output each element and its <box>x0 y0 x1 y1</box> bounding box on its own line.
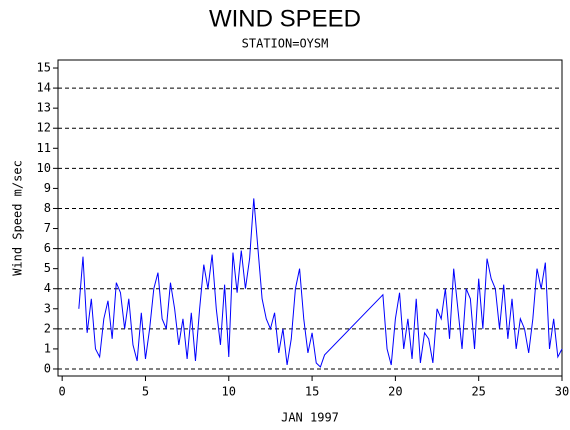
x-tick-label: 25 <box>471 385 485 399</box>
y-tick-label: 14 <box>37 81 51 95</box>
y-tick-label: 6 <box>44 241 51 255</box>
y-axis-label: Wind Speed m/sec <box>11 160 25 276</box>
y-tick-label: 8 <box>44 201 51 215</box>
y-tick-label: 4 <box>44 281 51 295</box>
y-tick-label: 11 <box>37 141 51 155</box>
plot-frame <box>57 59 563 377</box>
y-tick-label: 2 <box>44 321 51 335</box>
y-tick-label: 10 <box>37 161 51 175</box>
y-tick-label: 3 <box>44 301 51 315</box>
x-tick-label: 0 <box>59 385 66 399</box>
y-tick-label: 15 <box>37 61 51 75</box>
x-tick-label: 15 <box>305 385 319 399</box>
y-tick-label: 5 <box>44 261 51 275</box>
data-line <box>78 198 563 368</box>
x-tick-label: 20 <box>388 385 402 399</box>
x-tick-label: 30 <box>555 385 569 399</box>
x-axis-label: JAN 1997 <box>281 411 339 425</box>
x-tick-label: 5 <box>142 385 149 399</box>
y-tick-label: 12 <box>37 121 51 135</box>
y-tick-label: 7 <box>44 221 51 235</box>
x-tick-label: 10 <box>222 385 236 399</box>
y-tick-label: 9 <box>44 181 51 195</box>
chart-title: WIND SPEED <box>209 5 361 32</box>
y-tick-label: 13 <box>37 101 51 115</box>
y-tick-label: 1 <box>44 341 51 355</box>
y-tick-label: 0 <box>44 361 51 375</box>
chart-subtitle: STATION=OYSM <box>242 37 329 51</box>
